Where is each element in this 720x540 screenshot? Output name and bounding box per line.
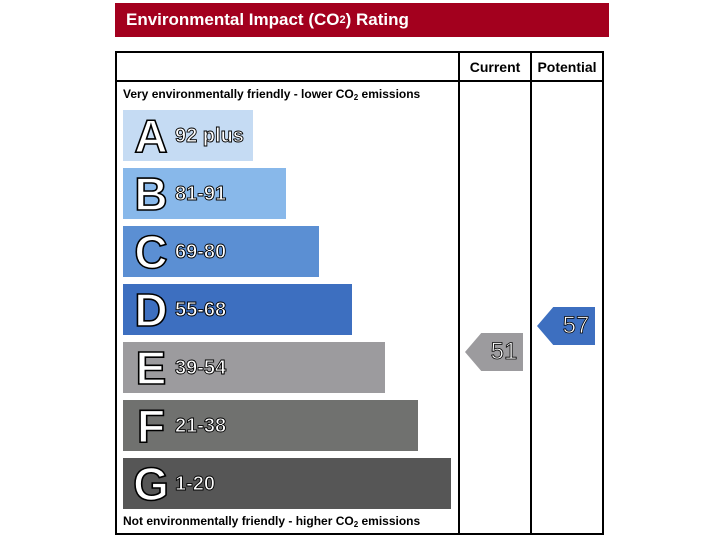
top-caption-prefix: Very environmentally friendly - lower CO <box>123 87 354 101</box>
header-divider <box>117 80 602 82</box>
band-range: 1-20 <box>175 472 216 495</box>
band-letter: C <box>134 225 169 278</box>
bottom-caption-suffix: emissions <box>358 514 421 528</box>
band-letter: E <box>135 341 167 394</box>
top-caption-sub: 2 <box>353 93 359 102</box>
band-f: F 21-38 <box>123 400 418 451</box>
title-suffix: ) Rating <box>345 10 409 29</box>
title-prefix: Environmental Impact (CO <box>126 10 340 29</box>
band-g: G 1-20 <box>123 458 451 509</box>
rating-table: Current Potential Very environmentally f… <box>115 51 604 535</box>
potential-header: Potential <box>537 58 597 75</box>
current-header: Current <box>469 58 521 75</box>
band-range: 39-54 <box>175 356 227 379</box>
band-e: E 39-54 <box>123 342 385 393</box>
top-caption-suffix: emissions <box>358 87 421 101</box>
band-range: 81-91 <box>175 182 227 205</box>
band-letter: B <box>134 167 169 220</box>
band-letter: G <box>132 457 169 510</box>
band-range: 21-38 <box>175 414 227 437</box>
column-divider-potential <box>530 53 532 533</box>
band-a: A 92 plus <box>123 110 253 161</box>
band-c: C 69-80 <box>123 226 319 277</box>
bottom-caption: Not environmentally friendly - higher CO… <box>123 514 420 529</box>
potential-rating-arrow: 57 <box>537 307 595 345</box>
potential-rating-value: 57 <box>562 312 590 340</box>
top-caption: Very environmentally friendly - lower CO… <box>123 87 420 102</box>
bottom-caption-prefix: Not environmentally friendly - higher CO <box>123 514 354 528</box>
column-divider-current <box>458 53 460 533</box>
rating-title: Environmental Impact (CO 2) Rating <box>115 3 609 37</box>
band-letter: D <box>134 283 169 336</box>
current-rating-value: 51 <box>490 338 518 366</box>
title-sub: 2 <box>339 14 346 26</box>
current-rating-arrow: 51 <box>465 333 523 371</box>
band-d: D 55-68 <box>123 284 352 335</box>
band-range: 55-68 <box>175 298 227 321</box>
band-range: 92 plus <box>175 124 245 147</box>
band-b: B 81-91 <box>123 168 286 219</box>
band-letter: A <box>134 109 169 162</box>
bottom-caption-sub: 2 <box>353 520 359 529</box>
band-letter: F <box>136 399 166 452</box>
band-range: 69-80 <box>175 240 227 263</box>
